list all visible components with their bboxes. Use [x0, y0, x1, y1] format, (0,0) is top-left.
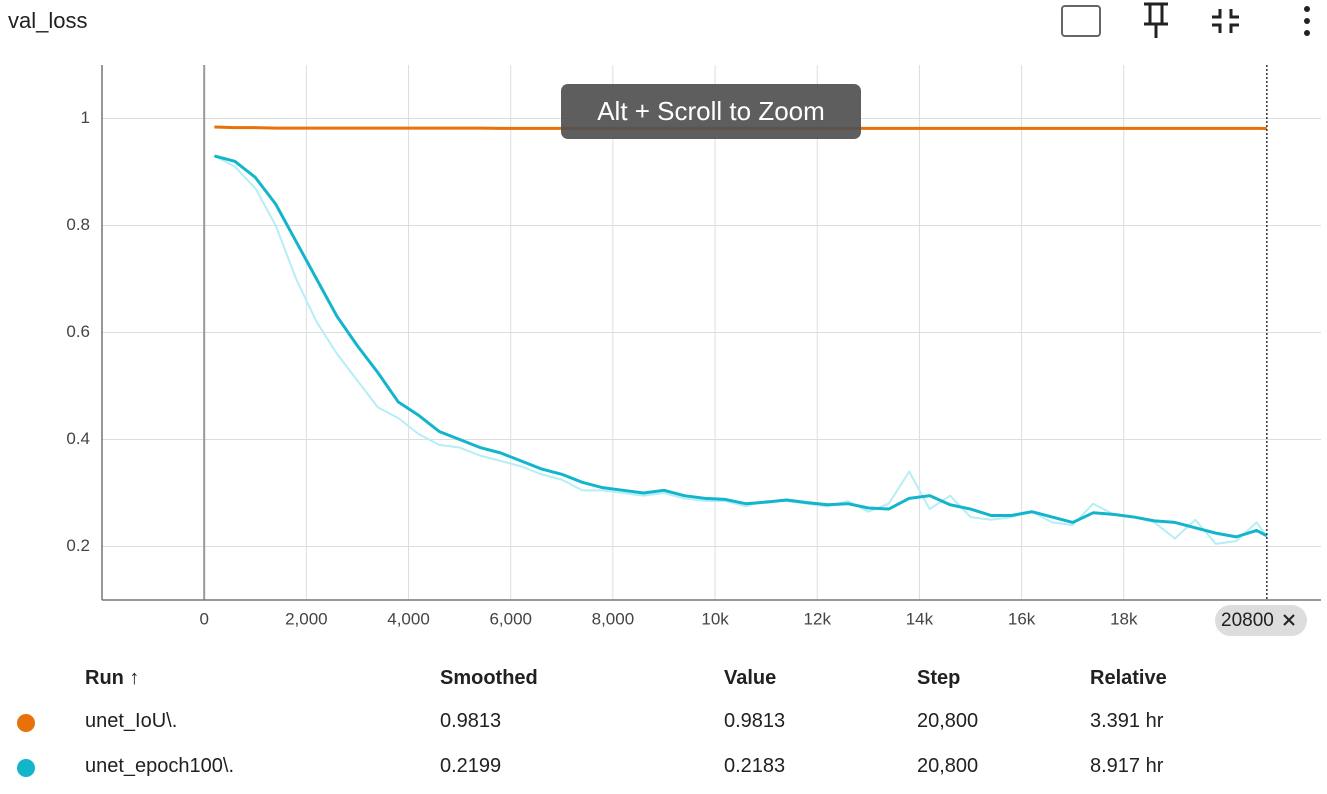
hover-step: 20800 [1221, 610, 1274, 631]
x-tick-label: 16k [1008, 609, 1036, 628]
y-tick-label: 0.8 [66, 215, 90, 234]
run-color-dot [17, 714, 35, 732]
fit-domain-button[interactable] [1061, 5, 1101, 37]
table-cell: 8.917 hr [1090, 755, 1164, 777]
collapse-button[interactable] [1212, 9, 1239, 33]
table-cell: 0.2183 [724, 755, 786, 777]
toolbar [1061, 2, 1310, 38]
menu-button[interactable] [1304, 6, 1310, 36]
x-tick-label: 4,000 [387, 609, 430, 628]
chart-title: val_loss [8, 8, 88, 33]
x-tick-label: 2,000 [285, 609, 328, 628]
column-header: Run ↑ [85, 667, 140, 689]
table-cell: 0.2199 [440, 755, 502, 777]
hover-step-chip[interactable]: 20800 [1215, 605, 1307, 636]
y-tick-label: 0.4 [66, 429, 90, 448]
x-tick-label: 12k [804, 609, 832, 628]
table-cell: unet_IoU\. [85, 710, 178, 732]
close-icon[interactable] [1283, 614, 1295, 626]
y-tick-label: 0.6 [66, 322, 90, 341]
x-tick-label: 10k [701, 609, 729, 628]
table-cell: 20,800 [917, 710, 979, 732]
run-color-dot [17, 759, 35, 777]
series-line [214, 154, 1268, 539]
series-line [213, 155, 1268, 545]
column-header: Relative [1090, 667, 1167, 689]
table-cell: 0.9813 [724, 710, 786, 732]
chart: 0.2 0.4 0.6 0.8 1 0 2,000 4,000 6,000 8,000 10k 12k… [66, 65, 1321, 628]
x-tick-label: 6,000 [489, 609, 532, 628]
table-cell: 3.391 hr [1090, 710, 1164, 732]
pin-button[interactable] [1144, 2, 1168, 38]
table-cell: 20,800 [917, 755, 979, 777]
table-cell: unet_epoch100\. [85, 755, 235, 777]
column-header: Value [724, 667, 777, 689]
y-tick-label: 1 [81, 108, 90, 127]
x-tick-label: 8,000 [592, 609, 635, 628]
zoom-hint: Alt + Scroll to Zoom [561, 84, 861, 139]
table-cell: 0.9813 [440, 710, 502, 732]
y-tick-label: 0.2 [66, 536, 90, 555]
x-tick-label: 0 [199, 609, 208, 628]
column-header: Step [917, 667, 961, 689]
x-tick-label: 18k [1110, 609, 1138, 628]
x-tick-label: 14k [906, 609, 934, 628]
column-header: Smoothed [440, 667, 538, 689]
